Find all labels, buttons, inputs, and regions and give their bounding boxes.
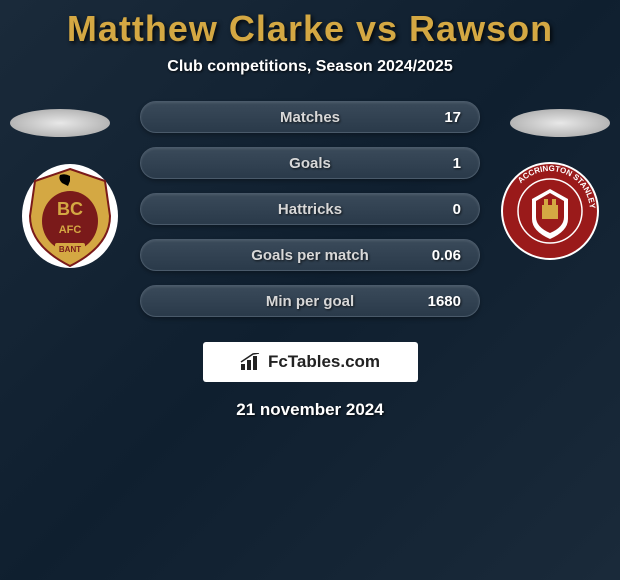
- bradford-crest-icon: BC AFC BANT: [20, 161, 120, 271]
- stat-value: 17: [444, 109, 461, 126]
- stat-label: Goals per match: [251, 247, 369, 264]
- stat-value: 1: [453, 155, 461, 172]
- stat-row-mpg: Min per goal 1680: [140, 285, 480, 317]
- club-crest-left: BC AFC BANT: [20, 161, 120, 271]
- watermark: FcTables.com: [203, 342, 418, 382]
- crest-bant-text: BANT: [59, 245, 81, 254]
- club-crest-right: ACCRINGTON STANLEY: [500, 161, 600, 271]
- stats-column: Matches 17 Goals 1 Hattricks 0 Goals per…: [140, 101, 480, 317]
- main-area: BC AFC BANT ACCRINGTON STANLEY: [0, 101, 620, 420]
- stat-label: Min per goal: [266, 293, 354, 310]
- accrington-crest-icon: ACCRINGTON STANLEY: [500, 161, 600, 261]
- stat-value: 1680: [428, 293, 461, 310]
- date-text: 21 november 2024: [0, 400, 620, 420]
- comparison-card: Matthew Clarke vs Rawson Club competitio…: [0, 0, 620, 420]
- page-title: Matthew Clarke vs Rawson: [0, 8, 620, 50]
- player-shadow-right: [510, 109, 610, 137]
- crest-bc-text: BC: [57, 199, 83, 219]
- player-shadow-left: [10, 109, 110, 137]
- chart-icon: [240, 353, 262, 371]
- crest-afc-text: AFC: [59, 224, 82, 236]
- stat-row-gpm: Goals per match 0.06: [140, 239, 480, 271]
- stat-row-goals: Goals 1: [140, 147, 480, 179]
- stat-label: Goals: [289, 155, 331, 172]
- stat-value: 0: [453, 201, 461, 218]
- stat-value: 0.06: [432, 247, 461, 264]
- stat-row-hattricks: Hattricks 0: [140, 193, 480, 225]
- stat-label: Hattricks: [278, 201, 342, 218]
- stat-row-matches: Matches 17: [140, 101, 480, 133]
- watermark-text: FcTables.com: [268, 352, 380, 372]
- subtitle: Club competitions, Season 2024/2025: [0, 58, 620, 76]
- stat-label: Matches: [280, 109, 340, 126]
